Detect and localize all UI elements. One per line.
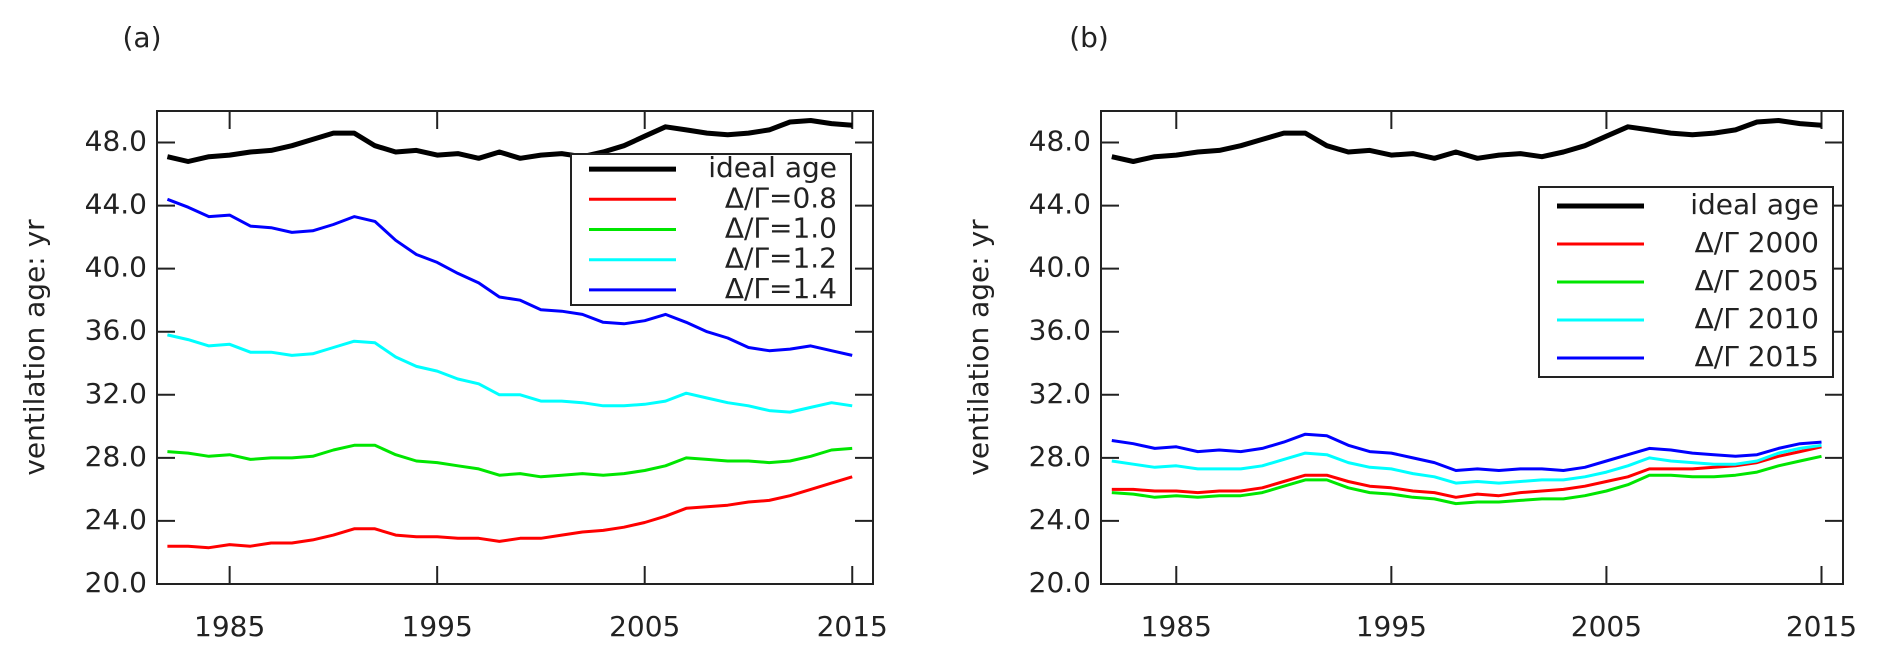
series-line <box>1111 454 1822 506</box>
y-tick-label: 28.0 <box>1029 440 1091 473</box>
y-tick-label: 40.0 <box>85 251 147 284</box>
series-line <box>1111 118 1822 164</box>
legend-label: Δ/Γ 2000 <box>1695 226 1819 259</box>
series-line <box>1111 432 1822 472</box>
y-tick-label: 36.0 <box>85 314 147 347</box>
legend-label: Δ/Γ=1.2 <box>725 242 837 275</box>
series-line <box>1111 445 1822 499</box>
series-line <box>167 475 853 550</box>
plot-frame <box>1100 110 1844 585</box>
legend-label: Δ/Γ=0.8 <box>725 181 837 214</box>
x-tick-label: 1995 <box>1356 610 1427 643</box>
legend: ideal age Δ/Γ 2000 Δ/Γ 2005 Δ/Γ 2010 Δ/Γ 201… <box>1538 186 1834 378</box>
legend-label: Δ/Γ 2015 <box>1695 340 1819 373</box>
panel-label: (a) <box>122 21 161 54</box>
legend-box <box>1538 186 1834 378</box>
series-line <box>167 443 853 479</box>
y-tick-label: 48.0 <box>1029 125 1091 158</box>
x-tick-label: 2005 <box>1571 610 1642 643</box>
legend-label: Δ/Γ 2010 <box>1695 302 1819 335</box>
y-tick-label: 28.0 <box>85 440 147 473</box>
x-tick-label: 1985 <box>1141 610 1212 643</box>
x-tick-label: 2005 <box>609 610 680 643</box>
y-axis-label: ventilation age: yr <box>962 219 995 476</box>
y-tick-label: 20.0 <box>85 566 147 599</box>
legend-label: Δ/Γ=1.4 <box>725 272 837 305</box>
y-tick-label: 24.0 <box>1029 503 1091 536</box>
panel: (a) ventilation age: yr 20.0 24.0 28.0 32.0 36… <box>18 21 888 643</box>
legend-label: Δ/Γ 2005 <box>1695 264 1819 297</box>
legend-label: Δ/Γ=1.0 <box>725 212 837 245</box>
x-tick-label: 2015 <box>1786 610 1857 643</box>
series-line <box>167 333 853 414</box>
series-line <box>166 118 853 164</box>
y-tick-label: 32.0 <box>85 377 147 410</box>
y-tick-label: 36.0 <box>1029 314 1091 347</box>
legend-label: ideal age <box>708 151 837 184</box>
y-tick-label: 32.0 <box>1029 377 1091 410</box>
x-tick-label: 1995 <box>402 610 473 643</box>
y-tick-label: 24.0 <box>85 503 147 536</box>
series-line <box>166 197 853 357</box>
series-line <box>1111 443 1822 485</box>
y-tick-label: 20.0 <box>1029 566 1091 599</box>
y-tick-label: 40.0 <box>1029 251 1091 284</box>
y-tick-label: 44.0 <box>1029 188 1091 221</box>
y-axis-label: ventilation age: yr <box>18 219 51 476</box>
panel: (b) ventilation age: yr 20.0 24.0 28.0 32.0 36… <box>962 21 1857 643</box>
x-tick-label: 1985 <box>194 610 265 643</box>
plot-frame <box>156 110 874 585</box>
panel-label: (b) <box>1069 21 1109 54</box>
y-tick-label: 44.0 <box>85 188 147 221</box>
legend-label: ideal age <box>1690 188 1819 221</box>
x-tick-label: 2015 <box>817 610 888 643</box>
y-tick-label: 48.0 <box>85 125 147 158</box>
